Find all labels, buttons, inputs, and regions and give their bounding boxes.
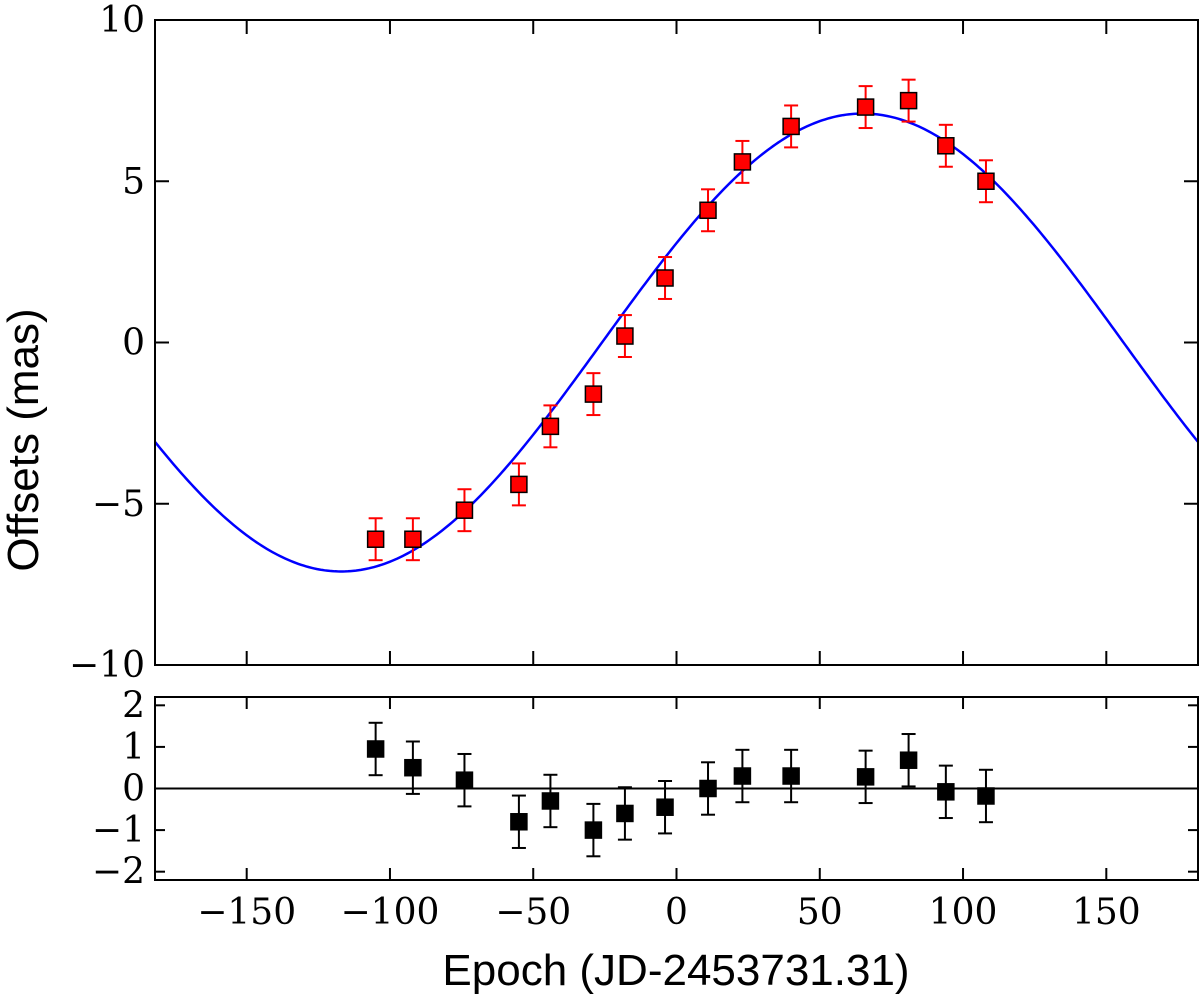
residual-point <box>937 764 955 820</box>
x-axis-label: Epoch (JD-2453731.31) <box>442 946 909 995</box>
y-tick-label: −10 <box>69 645 145 686</box>
x-tick-label: 0 <box>665 892 688 933</box>
y-tick-label: 10 <box>99 0 145 41</box>
y-tick-label: −2 <box>92 852 145 893</box>
residual-point <box>733 748 752 804</box>
residual-point <box>782 748 800 804</box>
data-point <box>404 517 422 562</box>
y-axis-label: Offsets (mas) <box>0 308 48 571</box>
y-tick-label: 0 <box>122 769 145 810</box>
x-tick-label: −50 <box>495 892 571 933</box>
residual-point <box>404 740 422 795</box>
y-tick-label: −5 <box>92 484 145 525</box>
data-point <box>584 372 603 417</box>
data-point <box>856 85 875 130</box>
model-curve <box>155 112 1198 573</box>
residual-point <box>366 721 385 777</box>
residual-point <box>584 802 603 858</box>
y-tick-label: −1 <box>92 810 145 851</box>
data-point <box>366 517 385 562</box>
residual-point <box>616 786 634 841</box>
x-tick-label: 100 <box>929 892 998 933</box>
data-point <box>782 104 800 149</box>
residual-point <box>899 733 918 788</box>
data-point <box>699 188 717 233</box>
data-point <box>541 404 560 449</box>
residual-point <box>455 752 474 808</box>
residual-point <box>699 761 717 816</box>
residual-point <box>541 773 560 829</box>
x-tick-label: 150 <box>1072 892 1141 933</box>
x-tick-label: −150 <box>197 892 296 933</box>
data-point <box>733 139 752 184</box>
y-tick-label: 0 <box>122 323 145 364</box>
data-point <box>656 256 674 300</box>
data-point <box>616 314 634 359</box>
y-tick-label: 5 <box>122 161 145 202</box>
y-tick-label: 1 <box>122 727 145 768</box>
residual-panel: 210−1−2−150 −100 −50 0 50 100 150 <box>92 685 1199 933</box>
x-tick-label: 50 <box>797 892 843 933</box>
main-panel: 10 5 0 −5 −10 <box>69 0 1199 686</box>
data-point <box>510 462 528 507</box>
data-point <box>899 78 918 123</box>
residual-point <box>656 780 674 835</box>
data-point <box>977 159 995 204</box>
x-tick-label: −100 <box>341 892 440 933</box>
y-tick-label: 2 <box>122 685 145 726</box>
residual-point <box>856 749 875 805</box>
data-point <box>937 123 955 168</box>
residual-point <box>510 794 528 849</box>
residual-point <box>977 768 995 824</box>
data-point <box>455 488 474 533</box>
